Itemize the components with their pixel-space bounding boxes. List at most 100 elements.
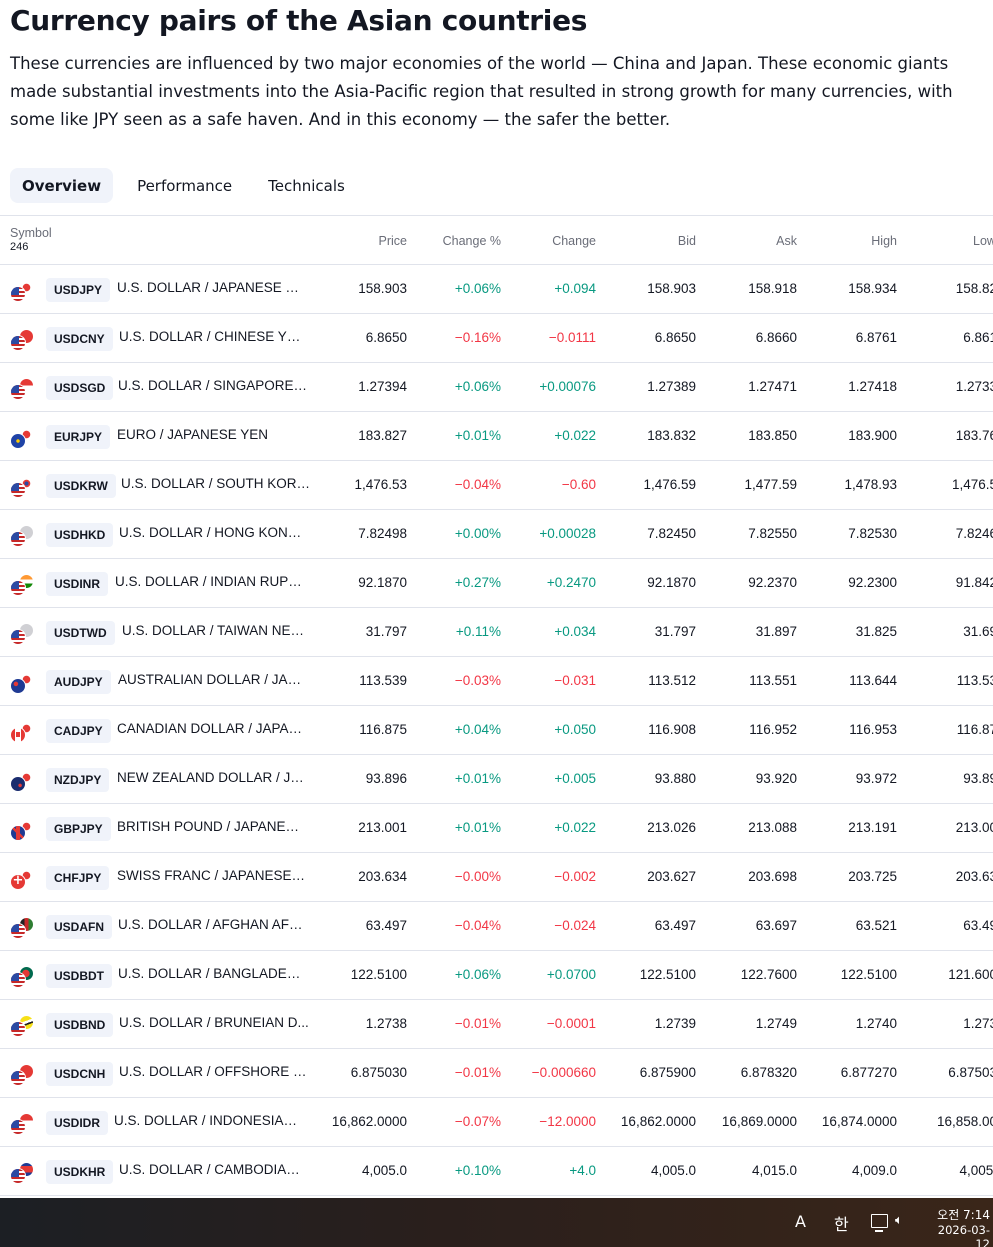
- change-cell: +0.022: [554, 820, 596, 835]
- symbol-badge[interactable]: NZDJPY: [46, 768, 110, 792]
- symbol-badge[interactable]: USDINR: [46, 572, 109, 596]
- symbol-badge[interactable]: EURJPY: [46, 425, 111, 449]
- symbol-badge[interactable]: USDTWD: [46, 621, 115, 645]
- input-mode-indicator[interactable]: A: [795, 1212, 806, 1231]
- symbol-description[interactable]: U.S. DOLLAR / OFFSHORE C...: [119, 1064, 309, 1079]
- bid-cell: 31.797: [654, 624, 696, 639]
- bid-cell: 203.627: [647, 869, 696, 884]
- low-cell: 158.82: [955, 281, 993, 296]
- table-row[interactable]: USDCNY U.S. DOLLAR / CHINESE YUAN 6.8650 −0…: [0, 314, 993, 363]
- column-header-change[interactable]: Change: [552, 234, 596, 248]
- symbol-description[interactable]: U.S. DOLLAR / INDONESIAN ...: [114, 1113, 304, 1128]
- symbol-badge[interactable]: USDHKD: [46, 523, 114, 547]
- bid-cell: 213.026: [647, 820, 696, 835]
- table-row[interactable]: USDBND U.S. DOLLAR / BRUNEIAN D... 1.2738 −…: [0, 1000, 993, 1049]
- high-cell: 16,874.0000: [821, 1114, 897, 1129]
- symbol-description[interactable]: U.S. DOLLAR / SOUTH KORE...: [121, 476, 311, 491]
- symbol-description[interactable]: U.S. DOLLAR / BANGLADESH...: [118, 966, 308, 981]
- clock-date[interactable]: 2026-03-12: [937, 1223, 990, 1247]
- table-row[interactable]: USDSGD U.S. DOLLAR / SINGAPORE D... 1.2739…: [0, 363, 993, 412]
- table-row[interactable]: NZDJPY NEW ZEALAND DOLLAR / JA... 93.896 +0…: [0, 755, 993, 804]
- symbol-badge[interactable]: USDSGD: [46, 376, 114, 400]
- low-cell: 4,005.: [959, 1163, 993, 1178]
- taskbar: A 한 🔈︎ 오전 7:14 2026-03-12: [0, 1198, 993, 1247]
- column-header-low[interactable]: Low: [973, 234, 993, 248]
- price-cell: 213.001: [358, 820, 407, 835]
- table-row[interactable]: USDJPY U.S. DOLLAR / JAPANESE YEN 158.903 +…: [0, 265, 993, 314]
- table-row[interactable]: USDIDR U.S. DOLLAR / INDONESIAN ... 16,862…: [0, 1098, 993, 1147]
- table-row[interactable]: USDBDT U.S. DOLLAR / BANGLADESH... 122.510…: [0, 951, 993, 1000]
- tab-technicals[interactable]: Technicals: [268, 176, 345, 195]
- currency-flags-icon: [10, 1113, 34, 1137]
- symbol-badge[interactable]: AUDJPY: [46, 670, 111, 694]
- symbol-description[interactable]: NEW ZEALAND DOLLAR / JA...: [117, 770, 307, 785]
- volume-icon[interactable]: 🔈︎: [895, 1213, 903, 1228]
- price-cell: 1.27394: [358, 379, 407, 394]
- symbol-badge[interactable]: GBPJPY: [46, 817, 111, 841]
- low-cell: 6.87503: [948, 1065, 993, 1080]
- table-row[interactable]: USDKRW U.S. DOLLAR / SOUTH KORE... 1,476.5…: [0, 461, 993, 510]
- symbol-badge[interactable]: CHFJPY: [46, 866, 110, 890]
- symbol-description[interactable]: U.S. DOLLAR / SINGAPORE D...: [118, 378, 308, 393]
- symbol-badge[interactable]: CADJPY: [46, 719, 111, 743]
- symbol-description[interactable]: U.S. DOLLAR / CHINESE YUAN: [119, 329, 309, 344]
- table-row[interactable]: USDHKD U.S. DOLLAR / HONG KONG ... 7.82498…: [0, 510, 993, 559]
- ime-indicator[interactable]: 한: [834, 1215, 849, 1234]
- column-header-ask[interactable]: Ask: [776, 234, 797, 248]
- table-row[interactable]: CHFJPY SWISS FRANC / JAPANESE YEN 203.634 −…: [0, 853, 993, 902]
- high-cell: 1.27418: [848, 379, 897, 394]
- column-header-high[interactable]: High: [871, 234, 897, 248]
- change-cell: −0.002: [554, 869, 596, 884]
- ask-cell: 122.7600: [740, 967, 797, 982]
- table-row[interactable]: USDINR U.S. DOLLAR / INDIAN RUPEE 92.1870 +…: [0, 559, 993, 608]
- table-row[interactable]: USDCNH U.S. DOLLAR / OFFSHORE C... 6.87503…: [0, 1049, 993, 1098]
- symbol-badge[interactable]: USDIDR: [46, 1111, 109, 1135]
- symbol-description[interactable]: AUSTRALIAN DOLLAR / JAPA...: [118, 672, 308, 687]
- change-cell: +0.2470: [546, 575, 596, 590]
- table-row[interactable]: AUDJPY AUSTRALIAN DOLLAR / JAPA... 113.539…: [0, 657, 993, 706]
- network-icon[interactable]: [871, 1214, 888, 1232]
- high-cell: 116.953: [849, 722, 897, 737]
- symbol-badge[interactable]: USDAFN: [46, 915, 112, 939]
- symbol-description[interactable]: EURO / JAPANESE YEN: [117, 427, 269, 442]
- symbol-description[interactable]: U.S. DOLLAR / BRUNEIAN D...: [119, 1015, 309, 1030]
- ask-cell: 1.2749: [755, 1016, 797, 1031]
- bid-cell: 92.1870: [647, 575, 696, 590]
- symbol-description[interactable]: U.S. DOLLAR / INDIAN RUPEE: [115, 574, 305, 589]
- symbol-description[interactable]: U.S. DOLLAR / AFGHAN AFG...: [118, 917, 308, 932]
- change-pct-cell: −0.03%: [454, 673, 501, 688]
- flag-eu-icon: [10, 433, 26, 449]
- low-cell: 93.89: [963, 771, 993, 786]
- symbol-badge[interactable]: USDBND: [46, 1013, 114, 1037]
- symbol-description[interactable]: U.S. DOLLAR / TAIWAN NEW...: [122, 623, 312, 638]
- table-row[interactable]: EURJPY EURO / JAPANESE YEN 183.827 +0.01% +0…: [0, 412, 993, 461]
- symbol-description[interactable]: U.S. DOLLAR / CAMBODIAN ...: [119, 1162, 309, 1177]
- column-header-bid[interactable]: Bid: [677, 234, 696, 248]
- tab-performance[interactable]: Performance: [137, 176, 233, 195]
- table-row[interactable]: USDKHR U.S. DOLLAR / CAMBODIAN ... 4,005.0…: [0, 1147, 993, 1196]
- table-row[interactable]: GBPJPY BRITISH POUND / JAPANESE ... 213.00…: [0, 804, 993, 853]
- change-pct-cell: −0.01%: [454, 1065, 501, 1080]
- symbol-badge[interactable]: USDBDT: [46, 964, 112, 988]
- symbol-badge[interactable]: USDKHR: [46, 1160, 114, 1184]
- table-row[interactable]: USDTWD U.S. DOLLAR / TAIWAN NEW... 31.797 +…: [0, 608, 993, 657]
- column-header-symbol[interactable]: Symbol: [10, 226, 52, 240]
- symbol-badge[interactable]: USDKRW: [46, 474, 116, 498]
- symbol-description[interactable]: SWISS FRANC / JAPANESE YEN: [117, 868, 307, 883]
- change-cell: +0.00028: [539, 526, 596, 541]
- flag-us-icon: [10, 580, 26, 596]
- symbol-badge[interactable]: USDJPY: [46, 278, 111, 302]
- table-row[interactable]: CADJPY CANADIAN DOLLAR / JAPANE... 116.875…: [0, 706, 993, 755]
- symbol-description[interactable]: U.S. DOLLAR / JAPANESE YEN: [117, 280, 307, 295]
- symbol-description[interactable]: BRITISH POUND / JAPANESE ...: [117, 819, 307, 834]
- symbol-description[interactable]: U.S. DOLLAR / HONG KONG ...: [119, 525, 309, 540]
- symbol-badge[interactable]: USDCNH: [46, 1062, 114, 1086]
- low-cell: 6.861: [963, 330, 993, 345]
- symbol-badge[interactable]: USDCNY: [46, 327, 113, 351]
- clock-time[interactable]: 오전 7:14: [937, 1208, 990, 1222]
- tab-overview[interactable]: Overview: [10, 168, 114, 203]
- column-header-price[interactable]: Price: [378, 234, 407, 248]
- table-row[interactable]: USDAFN U.S. DOLLAR / AFGHAN AFG... 63.497 −…: [0, 902, 993, 951]
- symbol-description[interactable]: CANADIAN DOLLAR / JAPANE...: [117, 721, 307, 736]
- column-header-change-pct[interactable]: Change %: [442, 234, 501, 248]
